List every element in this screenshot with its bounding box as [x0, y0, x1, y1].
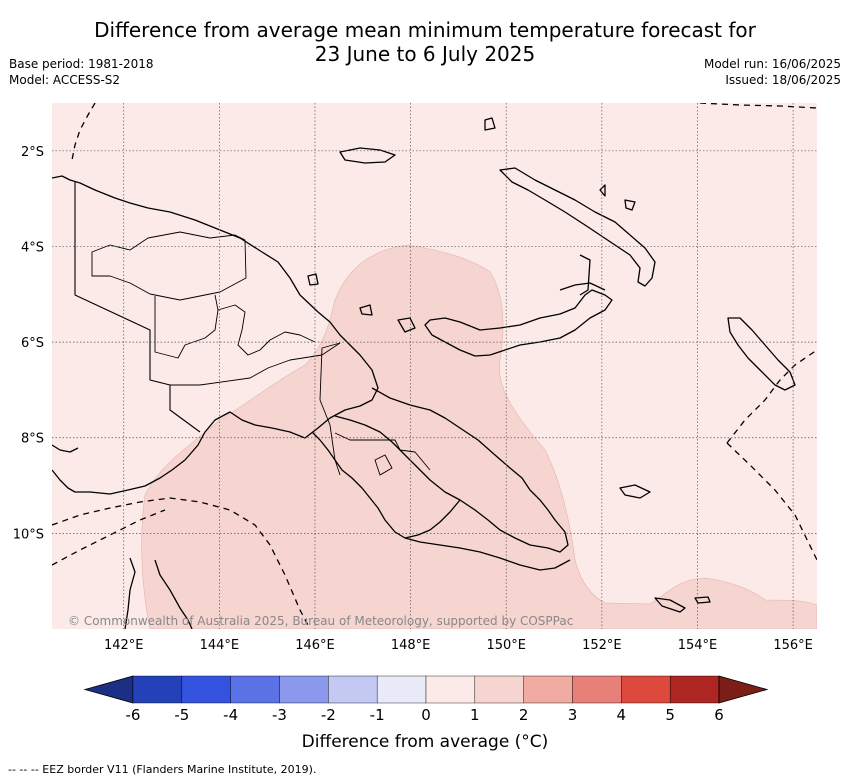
- colorbar-bin: [279, 675, 329, 704]
- colorbar-tick-label: 2: [519, 706, 529, 724]
- model-name: Model: ACCESS-S2: [9, 73, 121, 87]
- colorbar-tick-label: -2: [321, 706, 336, 724]
- colorbar-bin: [474, 675, 524, 704]
- colorbar-tick-label: -1: [370, 706, 385, 724]
- colorbar: [83, 675, 769, 704]
- colorbar-label: Difference from average (°C): [301, 732, 549, 752]
- colorbar-tick-label: 4: [617, 706, 627, 724]
- colorbar-extend-low: [83, 675, 134, 704]
- colorbar-tick-label: -6: [126, 706, 141, 724]
- eez-footnote: -- -- -- EEZ border V11 (Flanders Marine…: [8, 763, 317, 776]
- title-line-2: 23 June to 6 July 2025: [314, 42, 536, 66]
- meta-left: Base period: 1981-2018 Model: ACCESS-S2: [9, 56, 154, 88]
- colorbar-tick-label: 6: [714, 706, 724, 724]
- papuan-peninsula-coast: [334, 387, 569, 553]
- colorbar-tick-label: 0: [421, 706, 431, 724]
- manus-coast: [339, 147, 396, 164]
- latitude-label: 2°S: [21, 145, 44, 160]
- title-line-1: Difference from average mean minimum tem…: [94, 18, 756, 42]
- new-guinea-coast: [52, 175, 379, 495]
- longitude-label: 156°E: [773, 638, 813, 653]
- longitude-label: 144°E: [200, 638, 240, 653]
- colorbar-tick-label: -4: [223, 706, 238, 724]
- copyright-text: © Commonwealth of Australia 2025, Bureau…: [68, 614, 573, 628]
- colorbar-bin: [328, 675, 378, 704]
- new-britain-coast: [424, 289, 613, 357]
- eez-borders: [52, 103, 817, 629]
- longitude-label: 148°E: [391, 638, 431, 653]
- longitude-label: 154°E: [678, 638, 718, 653]
- colorbar-bin: [132, 675, 183, 704]
- colorbar-tick-label: 3: [568, 706, 578, 724]
- colorbar-ticks: -6 -5 -4 -3 -2 -1 0 1 2 3 4 5 6: [126, 706, 724, 724]
- colorbar-tick-label: 1: [470, 706, 480, 724]
- cape-york-coast: [154, 559, 193, 629]
- coastlines: [52, 117, 796, 629]
- anomaly-region: [141, 244, 817, 629]
- longitude-labels: 142°E 144°E 146°E 148°E 150°E 152°E 154°E 156°E: [104, 638, 813, 653]
- colorbar-tick-label: -5: [174, 706, 189, 724]
- issued-date: Issued: 18/06/2025: [725, 73, 841, 87]
- colorbar-tick-label: 5: [665, 706, 675, 724]
- latitude-labels: 2°S 4°S 6°S 8°S 10°S: [13, 145, 44, 543]
- longitude-label: 152°E: [582, 638, 622, 653]
- longitude-label: 150°E: [486, 638, 526, 653]
- colorbar-bin: [572, 675, 622, 704]
- model-run: Model run: 16/06/2025: [703, 57, 841, 71]
- latitude-label: 10°S: [13, 527, 44, 542]
- latitude-label: 4°S: [21, 240, 44, 255]
- colorbar-bin: [425, 675, 476, 704]
- bougainville-coast: [727, 317, 796, 391]
- gridlines: [52, 103, 817, 629]
- longitude-label: 146°E: [295, 638, 335, 653]
- colorbar-bin: [669, 675, 720, 704]
- colorbar-extend-high: [718, 675, 769, 704]
- colorbar-bin: [181, 675, 231, 704]
- colorbar-tick-label: -3: [272, 706, 287, 724]
- new-ireland-coast: [499, 167, 656, 287]
- colorbar-bin: [230, 675, 280, 704]
- colorbar-bin: [621, 675, 671, 704]
- latitude-label: 6°S: [21, 336, 44, 351]
- colorbar-bin: [376, 675, 427, 704]
- meta-right: Model run: 16/06/2025 Issued: 18/06/2025: [704, 56, 841, 88]
- longitude-label: 142°E: [104, 638, 144, 653]
- chart-title: Difference from average mean minimum tem…: [0, 18, 850, 66]
- base-period: Base period: 1981-2018: [9, 57, 154, 71]
- latitude-label: 8°S: [21, 432, 44, 447]
- colorbar-bin: [523, 675, 573, 704]
